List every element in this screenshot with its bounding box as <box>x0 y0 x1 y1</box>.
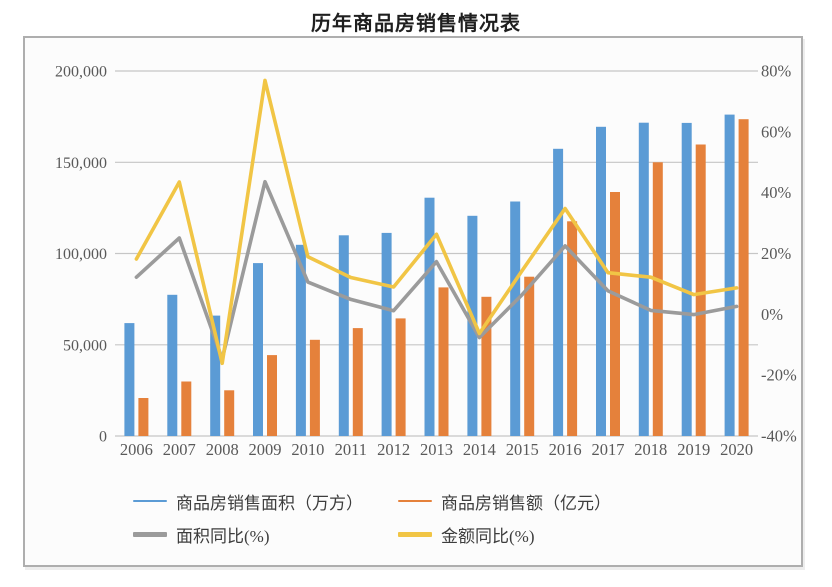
right-axis-tick: -20% <box>761 366 797 385</box>
bar-area-2012 <box>381 232 392 436</box>
x-axis-label: 2020 <box>720 440 753 459</box>
legend-swatch-sales-amount <box>398 499 432 503</box>
bar-amount-2007 <box>181 381 192 436</box>
bar-amount-2013 <box>438 287 449 436</box>
bar-area-2018 <box>638 122 649 436</box>
bar-amount-2006 <box>138 398 149 436</box>
right-axis-tick: -40% <box>761 427 797 446</box>
x-axis-label: 2007 <box>163 440 196 459</box>
bar-amount-2014 <box>481 296 492 436</box>
right-axis-tick: 0% <box>761 305 783 324</box>
bar-area-2007 <box>167 294 178 436</box>
x-axis-label: 2017 <box>592 440 625 459</box>
x-axis-label: 2016 <box>549 440 582 459</box>
bar-area-2015 <box>510 201 521 436</box>
x-axis-label: 2008 <box>206 440 239 459</box>
bar-amount-2017 <box>610 192 620 436</box>
chart-canvas: 200,000 150,000 100,000 50,000 0 80% 60% 40% 20%… <box>55 62 797 460</box>
legend-item-sales-amount: 商品房销售额（亿元） <box>398 490 611 513</box>
bar-amount-2015 <box>524 276 535 436</box>
legend-item-sales-area: 商品房销售面积（万方） <box>133 490 398 513</box>
left-axis-tick: 150,000 <box>55 155 107 172</box>
bar-amount-2009 <box>267 355 277 436</box>
legend-label-area-yoy: 面积同比(%) <box>176 526 270 546</box>
right-axis-tick: 20% <box>761 244 792 263</box>
x-axis-label: 2010 <box>291 440 324 459</box>
left-axis-tick: 200,000 <box>55 64 107 81</box>
bar-amount-2011 <box>352 328 363 436</box>
line-area-yoy <box>134 179 739 361</box>
legend-item-amount-yoy: 金额同比(%) <box>398 523 611 546</box>
x-axis-label: 2009 <box>249 440 282 459</box>
bar-amount-2018 <box>652 162 663 437</box>
x-axis-label: 2013 <box>420 440 453 459</box>
chart-box: 200,000 150,000 100,000 50,000 0 80% 60% 40% 20%… <box>23 36 803 567</box>
bar-amount-2012 <box>395 318 406 436</box>
right-axis-tick: 80% <box>761 62 792 81</box>
bar-area-2013 <box>424 197 435 436</box>
legend-swatch-area-yoy <box>133 531 167 537</box>
bar-amount-2016 <box>567 221 578 436</box>
chart-title: 历年商品房销售情况表 <box>311 13 521 35</box>
x-axis-label: 2018 <box>634 440 667 459</box>
bar-area-2020 <box>724 114 735 436</box>
legend-label-sales-area: 商品房销售面积（万方） <box>176 493 363 513</box>
right-axis-tick: 40% <box>761 183 792 202</box>
x-axis-label: 2006 <box>120 440 153 459</box>
legend-label-amount-yoy: 金额同比(%) <box>441 526 535 546</box>
x-axis-label: 2014 <box>463 440 496 459</box>
x-axis-label: 2015 <box>506 440 539 459</box>
bar-amount-2010 <box>309 339 320 436</box>
x-axis-label: 2012 <box>377 440 410 459</box>
bar-area-2008 <box>210 315 221 436</box>
bar-amount-2020 <box>738 119 749 436</box>
legend-label-sales-amount: 商品房销售额（亿元） <box>441 493 611 513</box>
bar-amount-2019 <box>695 144 706 436</box>
x-axis-label: 2011 <box>335 440 367 459</box>
left-axis-tick: 50,000 <box>63 337 107 354</box>
legend-swatch-amount-yoy <box>398 531 432 537</box>
left-axis-tick: 100,000 <box>55 246 107 263</box>
left-axis-tick: 0 <box>99 429 107 446</box>
bar-area-2010 <box>295 244 306 436</box>
bar-area-2011 <box>338 235 349 436</box>
bar-area-2009 <box>253 263 263 436</box>
legend-swatch-sales-area <box>133 499 167 503</box>
bar-amount-2008 <box>224 390 235 436</box>
bar-area-2006 <box>124 323 135 436</box>
bar-area-2019 <box>681 122 692 437</box>
bar-area-2016 <box>553 148 564 437</box>
chart-legend: 商品房销售面积（万方） 商品房销售额（亿元） 面积同比(%) 金额同比(%) <box>133 490 611 546</box>
right-axis-tick: 60% <box>761 122 792 141</box>
x-axis-label: 2019 <box>677 440 710 459</box>
line-amount-yoy <box>134 78 739 366</box>
legend-item-area-yoy: 面积同比(%) <box>133 523 398 546</box>
